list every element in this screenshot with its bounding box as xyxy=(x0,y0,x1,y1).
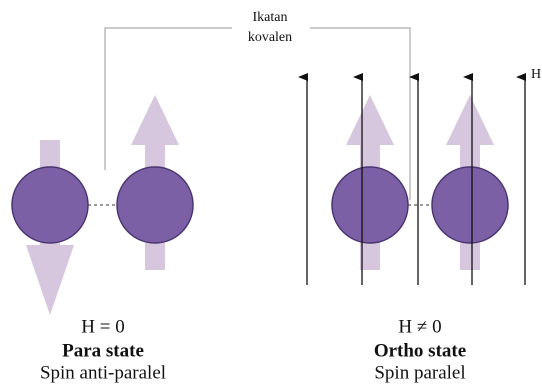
field-condition: H = 0 xyxy=(81,316,124,337)
spin-description: Spin anti-paralel xyxy=(40,362,166,383)
bond-label: kovalen xyxy=(248,30,292,45)
atom xyxy=(12,167,88,243)
spin-description: Spin paralel xyxy=(374,362,465,383)
field-condition: H ≠ 0 xyxy=(398,316,441,337)
atom xyxy=(432,167,508,243)
bond-label: Ikatan xyxy=(253,10,288,25)
diagram: Ikatan kovalen H H = 0 Para state Spin a… xyxy=(0,0,542,385)
state-name: Para state xyxy=(62,340,144,361)
state-name: Ortho state xyxy=(374,340,466,361)
field-label: H xyxy=(531,67,541,82)
atom xyxy=(332,167,408,243)
atom xyxy=(117,167,193,243)
